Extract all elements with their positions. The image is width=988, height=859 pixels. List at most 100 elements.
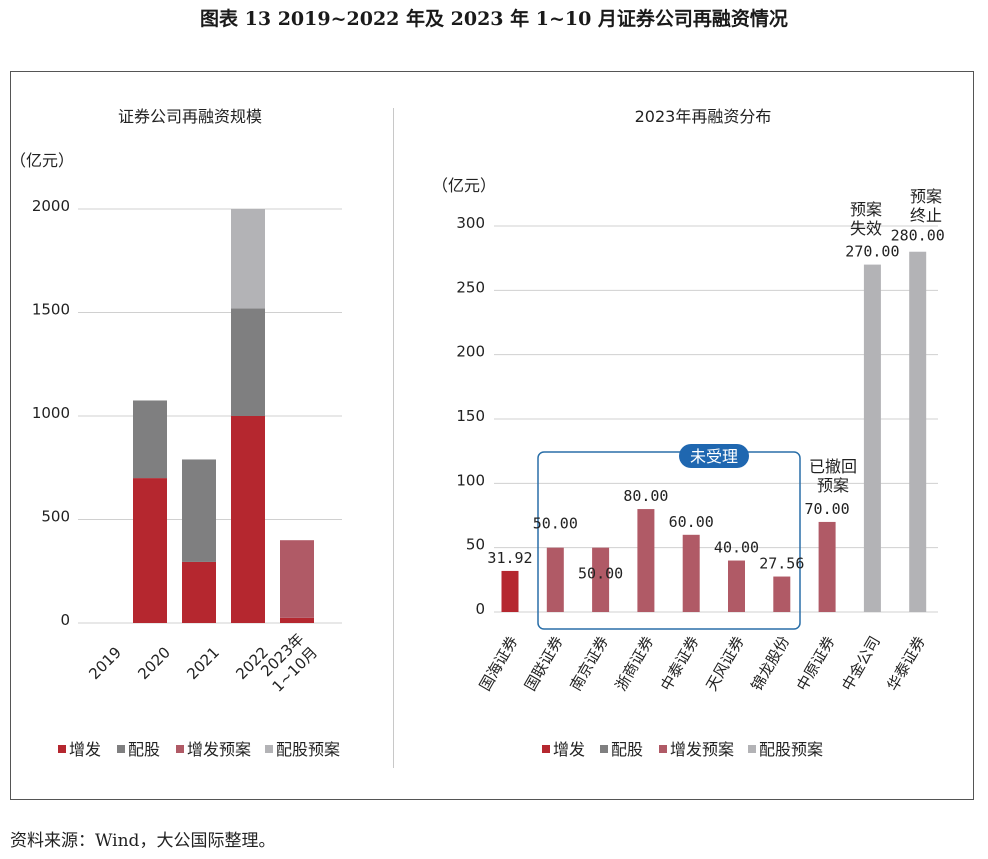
right-x-tick-5: 天风证券 xyxy=(702,633,748,694)
left-bar-3-增发 xyxy=(231,416,265,623)
right-data-label-0: 31.92 xyxy=(487,549,532,567)
left-chart-unit: （亿元） xyxy=(10,151,74,170)
left-bar-3-配股预案 xyxy=(231,209,265,309)
right-y-tick-50: 50 xyxy=(466,536,485,554)
left-y-tick-1000: 1000 xyxy=(32,404,70,422)
right-data-label-5: 40.00 xyxy=(714,539,759,557)
right-x-tick-8: 中金公司 xyxy=(838,633,884,694)
right-data-label-2: 50.00 xyxy=(578,565,623,583)
left-x-tick-1: 2020 xyxy=(134,643,174,683)
right-data-label-9: 280.00 xyxy=(891,227,945,245)
chart-frame xyxy=(10,71,974,800)
left-legend-swatch-1 xyxy=(117,745,125,753)
right-bars xyxy=(501,251,927,612)
right-legend-label-2: 增发预案 xyxy=(670,740,734,759)
right-legend-swatch-2 xyxy=(659,745,667,753)
right-data-label-7: 70.00 xyxy=(805,500,850,518)
right-legend: 增发 配股 增发预案 配股预案 xyxy=(542,740,823,759)
left-legend-swatch-3 xyxy=(265,745,273,753)
right-y-tick-150: 150 xyxy=(456,407,485,425)
withdrawn-annotation-0: 已撤回 xyxy=(809,457,857,476)
left-x-tick-4: 2023年1~10月 xyxy=(255,630,321,696)
right-y-tick-200: 200 xyxy=(456,343,485,361)
left-legend-swatch-0 xyxy=(58,745,66,753)
terminated-annotation-0: 预案 xyxy=(910,187,942,206)
left-bars xyxy=(133,209,314,623)
right-data-label-1: 50.00 xyxy=(533,515,578,533)
unaccepted-box: 未受理 xyxy=(537,444,801,630)
left-bar-2-配股 xyxy=(182,459,216,562)
withdrawn-annotation-1: 预案 xyxy=(817,476,849,495)
right-y-tick-100: 100 xyxy=(456,471,485,489)
left-legend-label-1: 配股 xyxy=(128,740,160,759)
right-bar-4 xyxy=(682,534,700,612)
right-data-labels: 31.9250.0050.0080.0060.0040.0027.5670.00… xyxy=(487,227,944,583)
right-legend-label-0: 增发 xyxy=(553,740,585,759)
right-data-label-4: 60.00 xyxy=(669,513,714,531)
left-legend-label-2: 增发预案 xyxy=(187,740,251,759)
right-x-tick-1: 国联证券 xyxy=(521,633,567,694)
chart-divider xyxy=(393,108,394,768)
right-y-tick-250: 250 xyxy=(456,278,485,296)
left-x-tick-0: 2019 xyxy=(85,643,125,683)
right-legend-swatch-3 xyxy=(748,745,756,753)
right-x-tick-4: 中泰证券 xyxy=(657,633,703,694)
left-y-tick-500: 500 xyxy=(41,508,70,526)
right-bar-3 xyxy=(637,509,655,612)
left-legend-label-0: 增发 xyxy=(69,740,101,759)
left-x-tick-2: 2021 xyxy=(183,643,223,683)
left-bar-2-增发 xyxy=(182,561,216,623)
left-chart-title: 证券公司再融资规模 xyxy=(118,107,262,126)
figure-title: 图表 13 2019~2022 年及 2023 年 1~10 月证券公司再融资情… xyxy=(200,8,788,30)
right-legend-label-3: 配股预案 xyxy=(759,740,823,759)
right-y-ticks: 0 50 100 150 200 250 300 xyxy=(456,214,485,618)
right-bar-7 xyxy=(818,521,836,612)
left-y-tick-1500: 1500 xyxy=(32,301,70,319)
right-bar-8 xyxy=(863,264,881,612)
unaccepted-box-outline xyxy=(537,451,801,630)
right-legend-swatch-0 xyxy=(542,745,550,753)
lapsed-annotation-1: 失效 xyxy=(850,219,882,238)
left-legend: 增发 配股 增发预案 配股预案 xyxy=(58,740,340,759)
right-data-label-6: 27.56 xyxy=(759,555,804,573)
right-x-tick-0: 国海证券 xyxy=(476,633,522,694)
right-x-tick-7: 中原证券 xyxy=(793,633,839,694)
right-y-tick-300: 300 xyxy=(456,214,485,232)
left-y-ticks: 0 500 1000 1500 2000 xyxy=(32,197,70,629)
right-data-label-3: 80.00 xyxy=(623,487,668,505)
left-y-tick-0: 0 xyxy=(60,611,70,629)
unaccepted-badge-label: 未受理 xyxy=(690,447,738,466)
left-chart: 证券公司再融资规模 （亿元） 0 500 1000 1500 2000 2019 2020… xyxy=(10,107,342,759)
right-bar-0 xyxy=(501,570,519,612)
right-data-label-8: 270.00 xyxy=(845,243,899,261)
right-bar-9 xyxy=(909,251,927,612)
source-note: 资料来源：Wind，大公国际整理。 xyxy=(10,831,276,851)
right-legend-label-1: 配股 xyxy=(611,740,643,759)
lapsed-annotation-0: 预案 xyxy=(850,200,882,219)
right-bar-2 xyxy=(592,547,610,612)
right-chart-unit: （亿元） xyxy=(432,176,496,195)
left-y-tick-2000: 2000 xyxy=(32,197,70,215)
left-legend-swatch-2 xyxy=(176,745,184,753)
unaccepted-badge xyxy=(679,444,749,468)
right-x-ticks: 国海证券 国联证券 南京证券 浙商证券 中泰证券 天风证券 锦龙股份 中原证券 中金公司 华泰证券 xyxy=(476,633,929,694)
right-chart: 2023年再融资分布 （亿元） 0 50 100 150 200 250 300 未受理 3… xyxy=(432,107,945,759)
left-legend-label-3: 配股预案 xyxy=(276,740,340,759)
left-bar-4-增发预案 xyxy=(280,540,314,618)
right-x-tick-3: 浙商证券 xyxy=(612,633,658,694)
right-x-tick-6: 锦龙股份 xyxy=(748,633,794,694)
left-bar-4-增发 xyxy=(280,617,314,623)
terminated-annotation-1: 终止 xyxy=(910,206,942,225)
left-bar-3-配股 xyxy=(231,308,265,416)
right-chart-title: 2023年再融资分布 xyxy=(635,107,772,126)
left-bar-1-配股 xyxy=(133,400,167,479)
right-bar-1 xyxy=(546,547,564,612)
right-bar-5 xyxy=(728,560,745,612)
right-y-tick-0: 0 xyxy=(475,600,485,618)
right-legend-swatch-1 xyxy=(600,745,608,753)
right-bar-6 xyxy=(773,576,791,612)
right-x-tick-9: 华泰证券 xyxy=(884,633,930,694)
